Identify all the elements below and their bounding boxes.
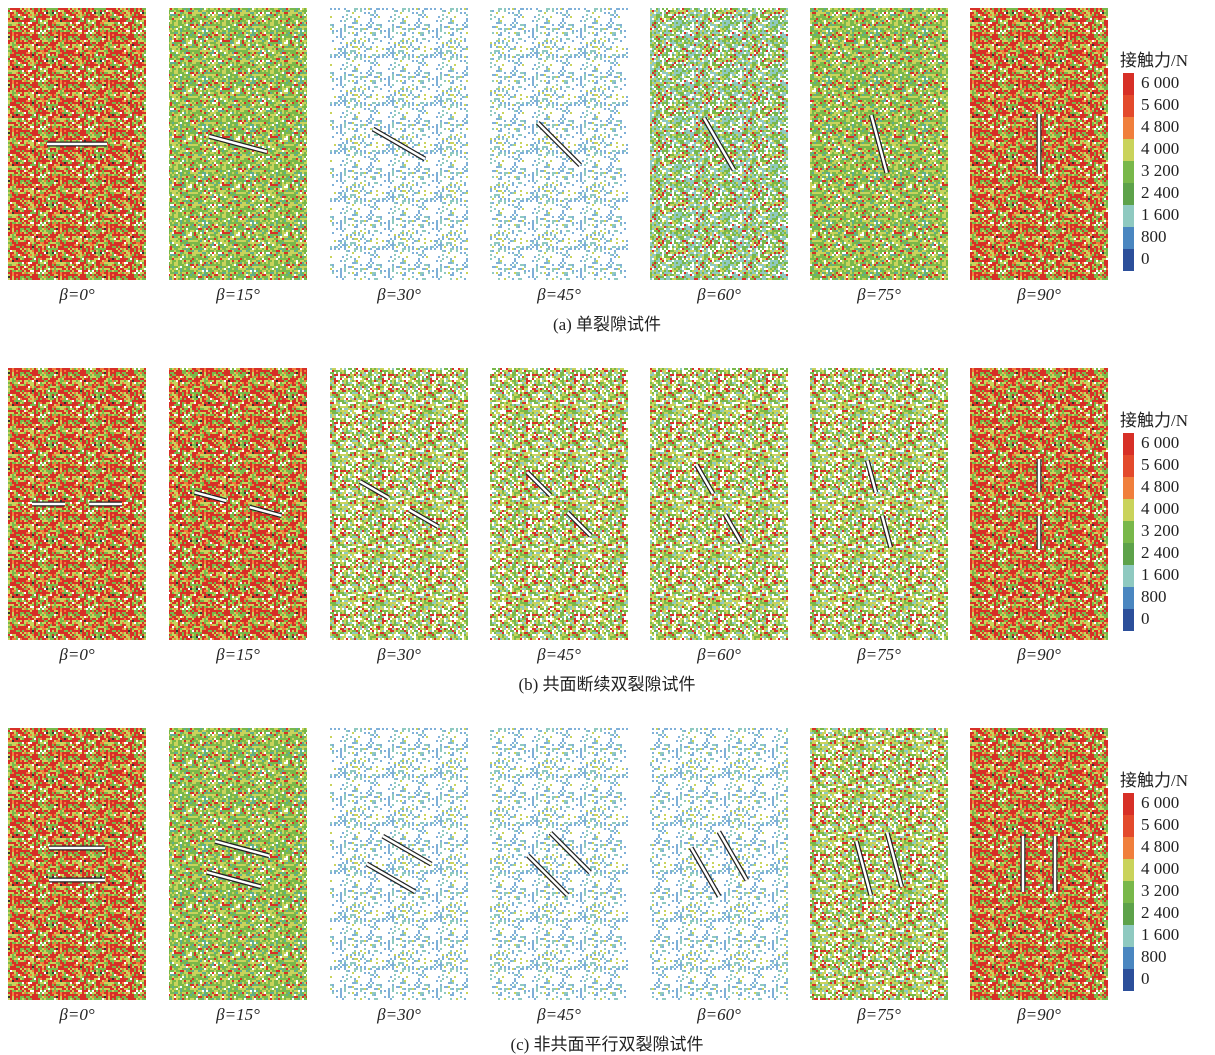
panel-label: β=30° xyxy=(376,1005,421,1024)
legend-swatch xyxy=(1123,543,1134,565)
legend-label: 800 xyxy=(1141,227,1167,246)
panel-label: β=15° xyxy=(215,645,260,664)
legend-swatch xyxy=(1123,433,1134,455)
legend-label: 4 000 xyxy=(1141,499,1179,518)
legend-swatch xyxy=(1123,161,1134,183)
specimen xyxy=(330,728,468,1000)
panel-label: β=75° xyxy=(856,645,901,664)
panel-label: β=75° xyxy=(856,1005,901,1024)
specimen xyxy=(8,368,146,640)
legend-swatch xyxy=(1123,565,1134,587)
legend-label: 800 xyxy=(1141,947,1167,966)
legend-label: 3 200 xyxy=(1141,161,1179,180)
specimen xyxy=(810,368,948,640)
specimen xyxy=(490,728,628,1000)
legend-swatch xyxy=(1123,249,1134,271)
specimen xyxy=(970,368,1108,640)
legend-label: 0 xyxy=(1141,249,1150,268)
legend-label: 6 000 xyxy=(1141,73,1179,92)
legend-label: 800 xyxy=(1141,587,1167,606)
legend-label: 1 600 xyxy=(1141,565,1179,584)
specimen xyxy=(970,728,1108,1000)
legend-label: 5 600 xyxy=(1141,95,1179,114)
row-caption: (c) 非共面平行双裂隙试件 xyxy=(510,1035,703,1054)
panel-label: β=30° xyxy=(376,285,421,304)
legend-swatch xyxy=(1123,881,1134,903)
legend-swatch xyxy=(1123,499,1134,521)
legend-label: 4 000 xyxy=(1141,859,1179,878)
panel-label: β=45° xyxy=(536,645,581,664)
legend-title: 接触力/N xyxy=(1120,51,1188,70)
legend-label: 5 600 xyxy=(1141,815,1179,834)
legend-label: 2 400 xyxy=(1141,183,1179,202)
figure: β=0° β=15° β=30° β=45° β=60° β=75° β=90° (a) 单裂… xyxy=(0,0,1215,1055)
legend-label: 6 000 xyxy=(1141,433,1179,452)
legend-label: 0 xyxy=(1141,609,1150,628)
panel-label: β=30° xyxy=(376,645,421,664)
legend-swatch xyxy=(1123,947,1134,969)
legend-swatch xyxy=(1123,455,1134,477)
legend-swatch xyxy=(1123,205,1134,227)
legend-swatch xyxy=(1123,73,1134,95)
specimen xyxy=(490,368,628,640)
legend-swatch xyxy=(1123,139,1134,161)
panel-label: β=0° xyxy=(58,645,94,664)
panel-label: β=0° xyxy=(58,285,94,304)
legend-swatch xyxy=(1123,95,1134,117)
panel-label: β=15° xyxy=(215,1005,260,1024)
legend-swatch xyxy=(1123,815,1134,837)
legend-swatch xyxy=(1123,925,1134,947)
legend-label: 2 400 xyxy=(1141,903,1179,922)
legend-label: 4 800 xyxy=(1141,837,1179,856)
legend-swatch xyxy=(1123,837,1134,859)
legend-swatch xyxy=(1123,587,1134,609)
legend-label: 4 800 xyxy=(1141,477,1179,496)
row-caption: (a) 单裂隙试件 xyxy=(553,315,661,334)
panel-label: β=75° xyxy=(856,285,901,304)
panel-label: β=60° xyxy=(696,1005,741,1024)
panel-label: β=0° xyxy=(58,1005,94,1024)
legend-label: 4 000 xyxy=(1141,139,1179,158)
panel-label: β=45° xyxy=(536,1005,581,1024)
legend-title: 接触力/N xyxy=(1120,771,1188,790)
legend-label: 5 600 xyxy=(1141,455,1179,474)
panel-label: β=90° xyxy=(1016,285,1061,304)
legend-label: 4 800 xyxy=(1141,117,1179,136)
legend-label: 3 200 xyxy=(1141,521,1179,540)
legend-swatch xyxy=(1123,117,1134,139)
legend-label: 1 600 xyxy=(1141,925,1179,944)
legend-swatch xyxy=(1123,859,1134,881)
panel-label: β=90° xyxy=(1016,1005,1061,1024)
legend-label: 2 400 xyxy=(1141,543,1179,562)
specimen xyxy=(810,728,948,1000)
legend-swatch xyxy=(1123,609,1134,631)
legend-swatch xyxy=(1123,183,1134,205)
panel-label: β=90° xyxy=(1016,645,1061,664)
legend-swatch xyxy=(1123,521,1134,543)
legend-title: 接触力/N xyxy=(1120,411,1188,430)
specimen xyxy=(8,728,146,1000)
legend-swatch xyxy=(1123,969,1134,991)
specimen xyxy=(650,368,788,640)
specimen xyxy=(169,728,307,1000)
specimen xyxy=(330,368,468,640)
legend-swatch xyxy=(1123,793,1134,815)
specimen xyxy=(650,728,788,1000)
legend-label: 1 600 xyxy=(1141,205,1179,224)
panel-label: β=60° xyxy=(696,645,741,664)
specimen xyxy=(169,368,307,640)
legend-swatch xyxy=(1123,227,1134,249)
panel-label: β=60° xyxy=(696,285,741,304)
legend-label: 6 000 xyxy=(1141,793,1179,812)
legend-label: 3 200 xyxy=(1141,881,1179,900)
panel-label: β=15° xyxy=(215,285,260,304)
legend-label: 0 xyxy=(1141,969,1150,988)
legend-swatch xyxy=(1123,903,1134,925)
row-caption: (b) 共面断续双裂隙试件 xyxy=(518,675,695,694)
panel-label: β=45° xyxy=(536,285,581,304)
legend-swatch xyxy=(1123,477,1134,499)
